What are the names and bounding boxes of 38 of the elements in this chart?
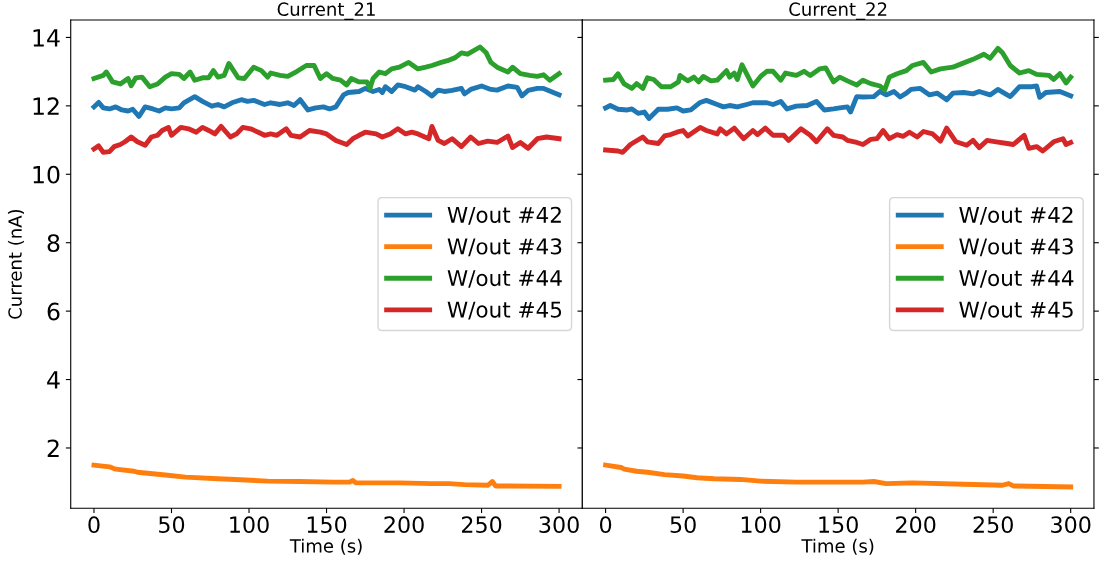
line-series xyxy=(91,462,562,489)
x-tick-label: 200 xyxy=(384,516,424,534)
x-tick-label: 0 xyxy=(88,516,100,534)
legend-label: W/out #45 xyxy=(447,301,562,320)
x-tick-label: 250 xyxy=(973,516,1013,534)
y-tick-label: 6 xyxy=(47,302,60,321)
y-tick-label: 10 xyxy=(33,165,60,184)
x-tick-label: 150 xyxy=(307,516,347,534)
legend-label: W/out #43 xyxy=(447,238,562,257)
y-axis-title: Current (nA) xyxy=(7,209,25,319)
y-tick-label: 14 xyxy=(33,29,60,47)
x-axis-title: Time (s) xyxy=(801,538,874,555)
line-series xyxy=(91,123,562,155)
legend-label: W/out #44 xyxy=(959,270,1074,288)
y-tick-label: 4 xyxy=(47,371,60,389)
legend-label: W/out #42 xyxy=(447,206,561,225)
x-tick-label: 100 xyxy=(230,516,269,534)
x-tick-label: 50 xyxy=(159,516,185,534)
x-tick-label: 0 xyxy=(599,516,612,534)
x-tick-label: 100 xyxy=(741,516,781,534)
legend-label: W/out #42 xyxy=(959,206,1073,225)
x-tick-label: 200 xyxy=(896,516,936,534)
x-tick-label: 150 xyxy=(819,516,858,534)
line-series xyxy=(91,82,562,119)
x-tick-label: 250 xyxy=(461,516,502,534)
legend-label: W/out #43 xyxy=(959,238,1073,257)
y-tick-label: 8 xyxy=(47,234,60,253)
chart-title: Current_21 xyxy=(277,2,375,20)
x-axis-title: Time (s) xyxy=(289,538,362,555)
x-tick-label: 300 xyxy=(1051,516,1091,534)
y-tick-label: 12 xyxy=(33,97,59,115)
x-tick-label: 50 xyxy=(670,516,696,534)
legend-label: W/out #45 xyxy=(959,301,1073,320)
chart-title: Current_22 xyxy=(789,2,887,20)
y-tick-label: 2 xyxy=(47,439,59,457)
x-tick-label: 300 xyxy=(539,516,579,534)
legend-label: W/out #44 xyxy=(447,270,562,288)
line-series xyxy=(91,44,562,91)
